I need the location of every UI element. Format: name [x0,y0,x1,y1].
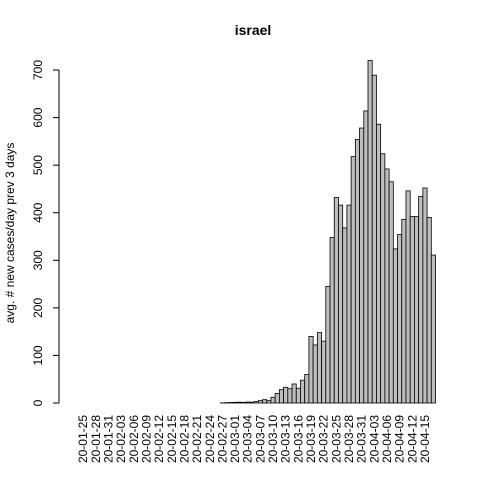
y-tick-label: 700 [31,60,45,80]
bar-20-03-24 [329,237,335,404]
bar-20-03-13 [283,386,289,404]
bar-20-03-28 [346,204,352,404]
y-tick-label: 600 [31,107,45,127]
x-tick-label: 20-04-15 [418,415,432,463]
bar-20-04-11 [405,190,411,404]
bar-20-03-22 [321,340,327,404]
x-tick-label: 20-03-25 [329,415,343,463]
y-tick-label: 400 [31,202,45,222]
x-tick-label: 20-04-06 [380,415,394,463]
bar-20-03-03 [240,401,247,404]
bar-20-03-18 [304,374,310,404]
y-tick-label: 100 [31,345,45,365]
y-axis-ticks: 0 100 200 300 400 500 600 700 [31,60,59,406]
x-tick-label: 20-02-09 [139,415,153,463]
bar-20-03-15 [291,383,297,404]
bar-20-03-10 [270,396,276,404]
x-tick-label: 20-03-04 [241,415,255,463]
x-tick-label: 20-03-31 [355,415,369,463]
bar-20-03-17 [300,379,306,404]
bar-20-04-10 [401,218,407,404]
x-tick-label: 20-03-19 [304,415,318,463]
bar-20-04-14 [418,196,424,404]
x-tick-label: 20-03-22 [317,415,331,463]
x-tick-label: 20-02-18 [177,415,191,463]
y-axis-label: avg. # new cases/day prev 3 days [3,143,17,324]
bar-20-04-04 [376,123,382,404]
x-tick-label: 20-03-13 [279,415,293,463]
x-tick-label: 20-01-28 [89,415,103,463]
bar-20-03-12 [278,389,285,404]
x-tick-label: 20-03-28 [342,415,356,463]
x-tick-label: 20-03-01 [228,415,242,463]
bar-20-04-08 [392,248,398,404]
y-tick-label: 200 [31,298,45,318]
bar-20-03-05 [249,401,255,404]
x-tick-label: 20-04-09 [393,415,407,463]
bar-20-03-11 [274,393,280,404]
bar-20-03-19 [308,335,314,404]
bar-20-04-06 [384,168,390,404]
y-tick-label: 500 [31,155,45,175]
bar-20-04-01 [363,110,369,404]
bar-20-03-20 [312,344,318,404]
x-tick-label: 20-03-07 [253,415,267,463]
bar-20-04-05 [380,153,386,404]
y-tick-label: 0 [31,399,45,406]
bar-20-03-04 [245,401,251,404]
bar-20-04-07 [388,181,394,404]
bar-20-04-16 [426,217,432,404]
bar-20-04-13 [414,216,420,404]
x-tick-label: 20-02-21 [190,415,204,463]
x-tick-label: 20-02-24 [203,415,217,463]
bar-20-03-01 [232,401,238,404]
bar-20-04-09 [397,234,403,404]
bar-20-03-29 [350,156,356,404]
x-tick-label: 20-01-25 [76,415,90,463]
x-tick-label: 20-04-12 [405,415,419,463]
x-tick-label: 20-02-12 [152,415,166,463]
x-tick-label: 20-03-16 [291,415,305,463]
bar-20-03-16 [295,387,301,404]
x-tick-label: 20-04-03 [367,415,381,463]
bar-20-03-25 [333,197,339,404]
bar-20-03-02 [236,401,242,404]
bar-20-04-02 [367,60,373,404]
x-tick-label: 20-02-03 [114,415,128,463]
bar-20-03-21 [316,332,322,404]
bar-20-04-03 [371,74,377,404]
x-tick-label: 20-02-06 [127,415,141,463]
x-tick-label: 20-01-31 [101,415,115,463]
bar-20-03-08 [262,399,268,404]
y-tick-label: 300 [31,250,45,270]
bar-20-04-17 [430,254,436,404]
bar-20-03-23 [325,286,331,404]
bar-20-03-27 [342,227,348,404]
x-axis-ticks: 20-01-2520-01-2820-01-3120-02-0320-02-06… [76,415,432,463]
x-tick-label: 20-03-10 [266,415,280,463]
x-tick-label: 20-02-15 [165,415,179,463]
bars [219,60,436,404]
bar-20-03-31 [359,127,365,404]
bar-20-03-07 [257,400,263,404]
bar-20-03-14 [287,388,293,404]
bar-20-03-09 [266,400,272,404]
bar-20-04-12 [409,216,415,404]
chart-title: israel [235,22,272,38]
bar-20-03-26 [338,204,344,404]
x-tick-label: 20-02-27 [215,415,229,463]
bar-20-03-30 [354,139,360,404]
bar-20-03-06 [253,401,259,404]
bar-20-04-15 [422,187,428,404]
